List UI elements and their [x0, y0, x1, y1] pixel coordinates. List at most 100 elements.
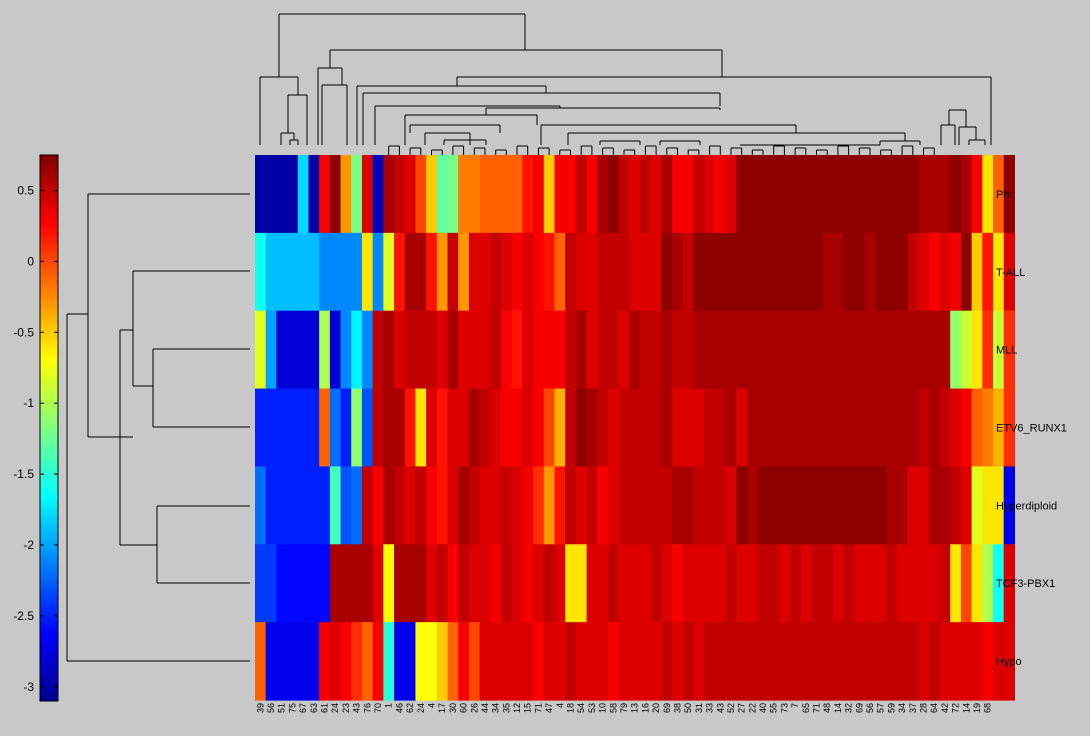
- heatmap-cell: [511, 466, 523, 545]
- column-label: 79: [619, 703, 629, 713]
- heatmap-cell: [351, 388, 363, 468]
- heatmap-cell: [789, 155, 802, 234]
- heatmap-cell: [329, 466, 342, 545]
- heatmap-cell: [843, 155, 855, 234]
- heatmap-cell: [554, 310, 566, 390]
- heatmap-cell: [468, 232, 481, 312]
- column-label: 40: [758, 703, 768, 713]
- row-label: Hyperdiploid: [996, 500, 1057, 512]
- row-dendrogram: [66, 193, 250, 662]
- heatmap-cell: [650, 155, 663, 234]
- heatmap-cell: [490, 622, 502, 701]
- heatmap-cell: [607, 155, 620, 234]
- heatmap-cell: [511, 544, 523, 623]
- column-label: 17: [437, 703, 447, 713]
- column-label: 69: [854, 703, 864, 713]
- heatmap-cell: [853, 544, 866, 623]
- heatmap-cell: [468, 310, 481, 390]
- colorbar-tick-label: -2.5: [13, 609, 34, 623]
- heatmap-cell: [565, 310, 577, 390]
- heatmap-cell: [511, 155, 523, 234]
- heatmap-cell: [383, 310, 395, 390]
- heatmap-cell: [982, 466, 994, 545]
- heatmap-cell: [928, 466, 941, 545]
- heatmap-cell: [811, 544, 823, 623]
- heatmap-cell: [383, 466, 395, 545]
- heatmap-cell: [1003, 388, 1015, 468]
- heatmap-cell: [597, 388, 609, 468]
- heatmap-cell: [896, 544, 909, 623]
- heatmap-cell: [597, 466, 609, 545]
- heatmap-cell: [960, 388, 973, 468]
- heatmap-cell: [297, 622, 310, 701]
- column-label: 15: [523, 703, 533, 713]
- heatmap-cell: [714, 466, 727, 545]
- heatmap-cell: [436, 155, 449, 234]
- heatmap-cell: [928, 622, 941, 701]
- heatmap-cell: [329, 388, 342, 468]
- heatmap-cell: [522, 232, 534, 312]
- heatmap-cell: [640, 310, 652, 390]
- heatmap-cell: [800, 622, 812, 701]
- column-label: 30: [448, 703, 458, 713]
- heatmap-cell: [982, 155, 994, 234]
- heatmap-cell: [682, 388, 695, 468]
- heatmap-cell: [287, 310, 299, 390]
- heatmap-cell: [864, 544, 876, 623]
- heatmap-cell: [950, 155, 962, 234]
- heatmap-cell: [287, 388, 299, 468]
- heatmap-cell: [565, 466, 577, 545]
- heatmap-cell: [618, 310, 630, 390]
- column-label: 43: [352, 703, 362, 713]
- heatmap-cell: [329, 622, 342, 701]
- heatmap-cell: [832, 544, 844, 623]
- heatmap-cell: [265, 466, 277, 545]
- heatmap-cell: [297, 544, 310, 623]
- heatmap-cell: [907, 622, 919, 701]
- heatmap-cell: [950, 388, 962, 468]
- heatmap-cell: [993, 388, 1005, 468]
- heatmap-cell: [982, 310, 994, 390]
- heatmap-cell: [361, 155, 374, 234]
- heatmap-cell: [479, 388, 491, 468]
- heatmap-cell: [800, 388, 812, 468]
- heatmap-cell: [682, 155, 695, 234]
- heatmap-cell: [479, 466, 491, 545]
- heatmap-cell: [1003, 232, 1015, 312]
- heatmap-cell: [960, 622, 973, 701]
- heatmap-cell: [704, 544, 716, 623]
- column-label: 31: [694, 703, 704, 713]
- heatmap-cell: [853, 310, 866, 390]
- heatmap-cell: [468, 155, 481, 234]
- heatmap-cell: [821, 310, 834, 390]
- heatmap-cell: [533, 544, 545, 623]
- heatmap-cell: [394, 544, 406, 623]
- heatmap-cell: [501, 466, 513, 545]
- heatmap-cell: [757, 544, 769, 623]
- heatmap-cell: [747, 544, 759, 623]
- column-label: 44: [480, 703, 490, 713]
- heatmap-cell: [693, 310, 705, 390]
- heatmap-cell: [426, 232, 438, 312]
- heatmap-cell: [960, 310, 973, 390]
- heatmap-cell: [511, 622, 523, 701]
- heatmap-cell: [351, 544, 363, 623]
- column-label: 20: [651, 703, 661, 713]
- column-label: 51: [277, 703, 287, 713]
- heatmap-cell: [394, 310, 406, 390]
- heatmap-cell: [276, 310, 288, 390]
- heatmap-cell: [832, 155, 844, 234]
- heatmap-cell: [340, 232, 352, 312]
- heatmap-cell: [725, 622, 737, 701]
- heatmap-cell: [789, 622, 802, 701]
- column-label: 4: [555, 703, 565, 708]
- row-label: ETV6_RUNX1: [996, 423, 1067, 435]
- colorbar-tick-label: -1: [23, 396, 34, 410]
- heatmap-cell: [875, 388, 887, 468]
- heatmap-cell: [747, 622, 759, 701]
- row-label: MLL: [996, 345, 1017, 357]
- heatmap-cell: [565, 544, 577, 623]
- heatmap-cell: [747, 232, 759, 312]
- column-label: 33: [705, 703, 715, 713]
- heatmap-cell: [971, 155, 983, 234]
